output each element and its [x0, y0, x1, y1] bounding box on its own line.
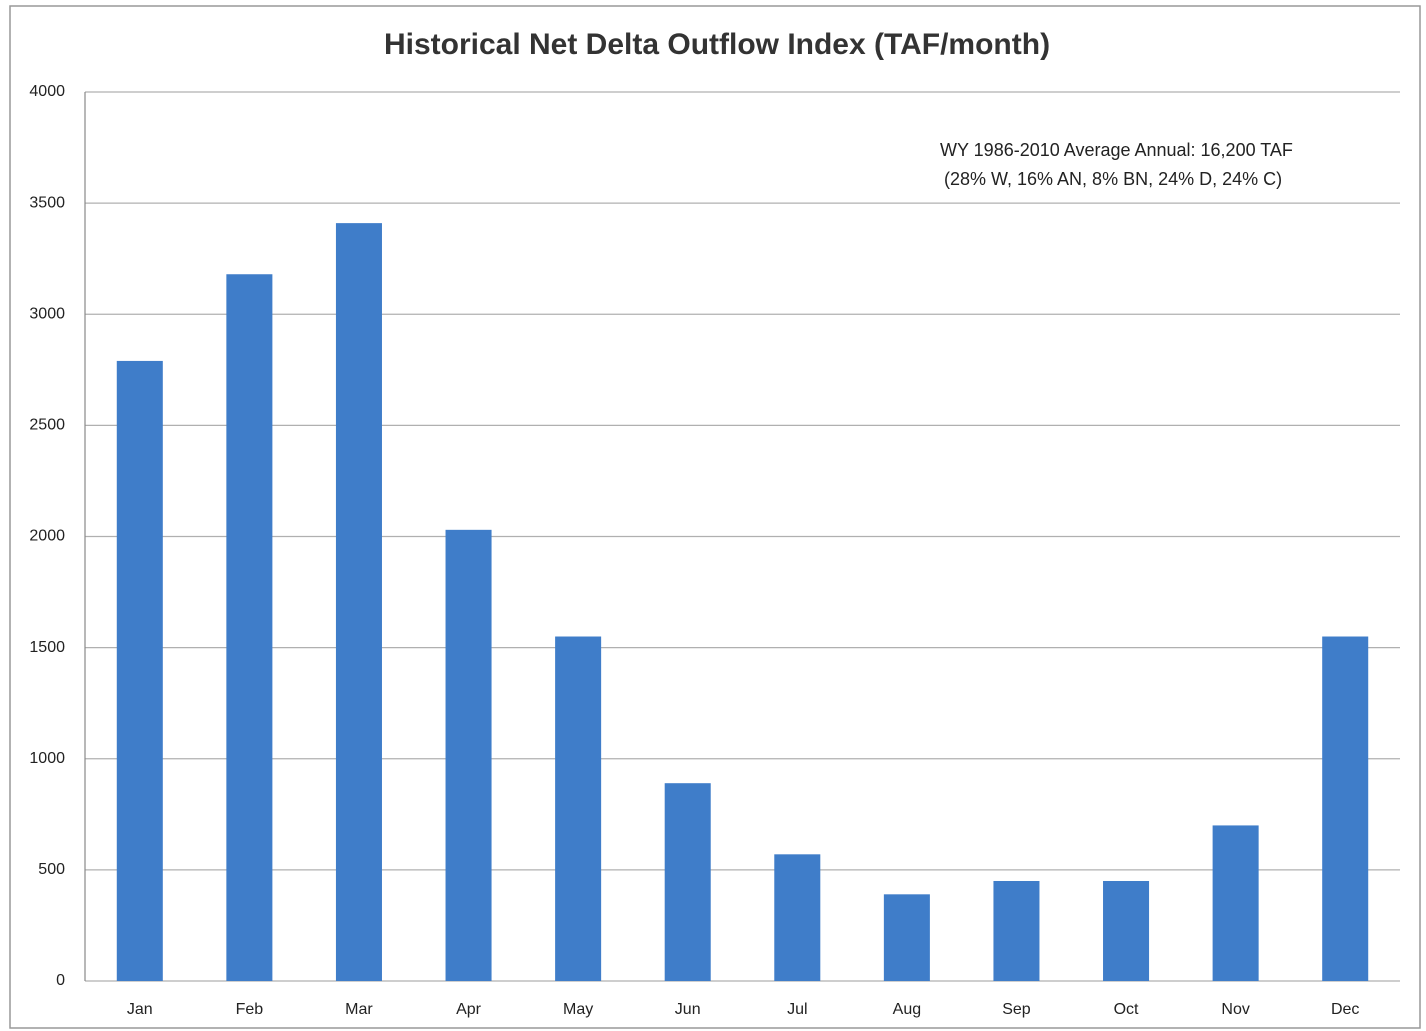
- x-tick-label: Jan: [127, 1001, 153, 1018]
- y-tick-label: 3000: [29, 305, 65, 322]
- x-tick-label: Aug: [893, 1001, 921, 1018]
- y-tick-label: 2500: [29, 417, 65, 434]
- y-tick-label: 4000: [29, 83, 65, 100]
- bar: [555, 636, 602, 981]
- bar: [1212, 825, 1259, 981]
- y-tick-label: 1000: [29, 750, 65, 767]
- bar: [774, 854, 821, 981]
- bar: [226, 274, 273, 981]
- x-tick-label: May: [563, 1001, 593, 1018]
- chart-title: Historical Net Delta Outflow Index (TAF/…: [384, 28, 1050, 61]
- annotation: WY 1986-2010 Average Annual: 16,200 TAF: [940, 140, 1293, 160]
- x-tick-label: Sep: [1002, 1001, 1031, 1018]
- bar: [445, 529, 492, 981]
- x-tick-label: Jul: [787, 1001, 807, 1018]
- bar: [664, 783, 711, 981]
- x-tick-label: Dec: [1331, 1001, 1359, 1018]
- x-tick-label: Mar: [345, 1001, 373, 1018]
- y-tick-label: 3500: [29, 194, 65, 211]
- x-tick-label: Nov: [1221, 1001, 1249, 1018]
- bar: [1103, 880, 1150, 981]
- annotation: (28% W, 16% AN, 8% BN, 24% D, 24% C): [944, 169, 1282, 189]
- y-tick-label: 0: [56, 972, 65, 989]
- x-tick-label: Apr: [456, 1001, 482, 1018]
- bar: [1322, 636, 1369, 981]
- y-tick-label: 500: [38, 861, 65, 878]
- x-tick-label: Oct: [1114, 1001, 1139, 1018]
- x-tick-label: Feb: [236, 1001, 264, 1018]
- x-tick-label: Jun: [675, 1001, 701, 1018]
- y-tick-label: 1500: [29, 639, 65, 656]
- bar: [335, 223, 382, 981]
- y-tick-label: 2000: [29, 528, 65, 545]
- bar: [993, 880, 1040, 981]
- bar: [116, 360, 163, 981]
- bar: [883, 894, 930, 981]
- chart-frame: [9, 5, 1421, 1029]
